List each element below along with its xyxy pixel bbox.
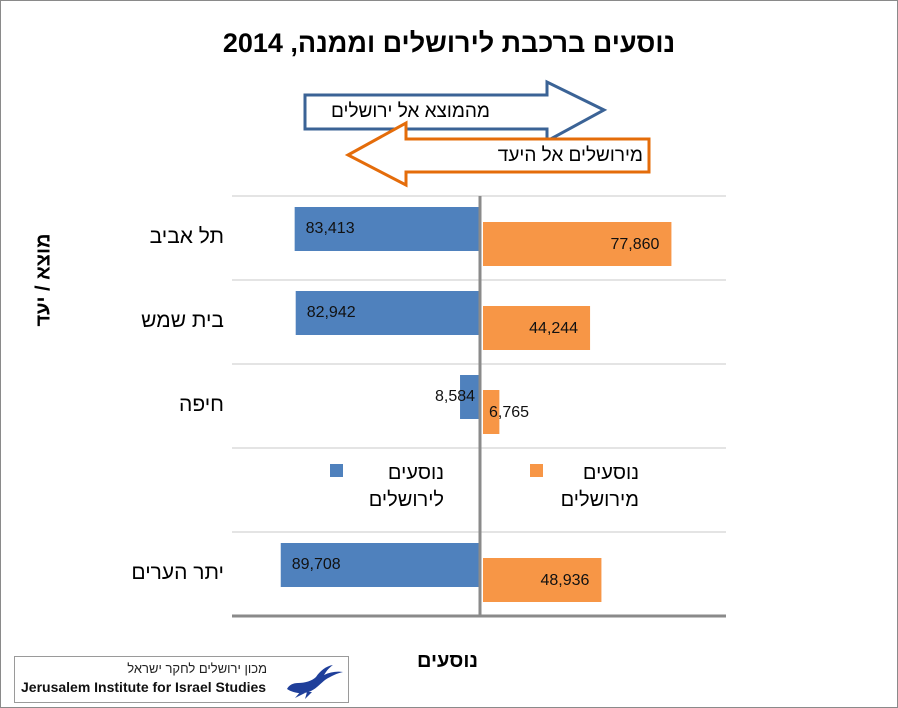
dove-icon — [287, 665, 343, 699]
legend-line: לירושלים — [368, 489, 444, 511]
arrow-label-to-jerusalem: מהמוצא אל ירושלים — [331, 101, 490, 122]
legend-label-from-jerusalem: נוסעים מירושלים — [519, 460, 639, 514]
legend-line: נוסעים — [387, 462, 444, 484]
category-label: תל אביב — [149, 225, 224, 248]
value-label-from-jerusalem: 6,765 — [489, 404, 530, 421]
arrow-label-from-jerusalem: מירושלים אל היעד — [497, 145, 643, 166]
bar-from-jerusalem — [483, 222, 672, 266]
legend-line: מירושלים — [560, 489, 639, 511]
value-label-from-jerusalem: 48,936 — [540, 572, 590, 589]
value-label-to-jerusalem: 8,584 — [434, 388, 476, 405]
bar-from-jerusalem — [483, 306, 591, 350]
bar-from-jerusalem — [483, 558, 602, 602]
value-label-to-jerusalem: 83,413 — [305, 220, 355, 237]
category-label: חיפה — [179, 393, 224, 416]
legend-label-to-jerusalem: נוסעים לירושלים — [324, 460, 444, 514]
value-label-to-jerusalem: 82,942 — [306, 304, 356, 321]
legend-line: נוסעים — [582, 462, 639, 484]
bar-to-jerusalem — [295, 291, 479, 335]
series-from-jerusalem — [483, 222, 672, 602]
arrow-from-jerusalem — [344, 120, 651, 188]
bar-from-jerusalem — [483, 390, 500, 434]
institute-logo: מכון ירושלים לחקר ישראל Jerusalem Instit… — [14, 656, 349, 703]
arrow-to-jerusalem — [303, 79, 608, 144]
series-to-jerusalem — [280, 207, 479, 587]
value-label-from-jerusalem: 77,860 — [610, 236, 660, 253]
category-label: בית שמש — [141, 309, 224, 332]
y-axis-title: מוצא / יעד — [32, 233, 55, 327]
chart-title: נוסעים ברכבת לירושלים וממנה, 2014 — [222, 28, 676, 58]
logo-hebrew-text: מכון ירושלים לחקר ישראל — [127, 661, 267, 676]
bar-to-jerusalem — [280, 543, 479, 587]
x-axis-title: נוסעים — [417, 650, 479, 672]
category-label: יתר הערים — [131, 561, 224, 584]
bar-to-jerusalem — [460, 375, 479, 419]
legend-swatch-to-jerusalem — [330, 464, 343, 477]
value-label-from-jerusalem: 44,244 — [529, 320, 579, 337]
value-label-to-jerusalem: 89,708 — [291, 556, 341, 573]
logo-english-text: Jerusalem Institute for Israel Studies — [21, 679, 267, 695]
legend-swatch-from-jerusalem — [530, 464, 543, 477]
bar-to-jerusalem — [294, 207, 479, 251]
